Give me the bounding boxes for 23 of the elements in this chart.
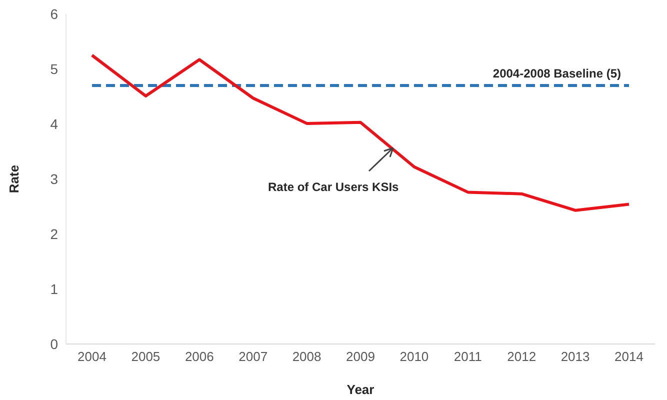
y-axis-title: Rate — [6, 164, 22, 194]
y-tick-label: 0 — [50, 336, 58, 352]
x-tick-label: 2013 — [560, 349, 590, 364]
x-tick-label: 2006 — [184, 349, 214, 364]
x-tick-label: 2009 — [346, 349, 375, 364]
x-tick-label: 2004 — [78, 349, 106, 364]
y-tick-label: 6 — [50, 6, 58, 22]
x-tick-label: 2011 — [454, 349, 482, 364]
x-tick-label: 2008 — [292, 349, 322, 364]
y-tick-label: 3 — [50, 170, 58, 187]
x-tick-label: 2014 — [614, 349, 644, 364]
line-series — [90, 54, 630, 212]
y-tick-label: 4 — [50, 116, 58, 132]
ref-line-label: 2004-2008 Baseline (5) — [492, 66, 621, 80]
x-tick-label: 2012 — [507, 349, 536, 364]
x-axis-title: Year — [346, 382, 374, 397]
y-tick-label: 1 — [50, 280, 58, 297]
x-tick-label: 2010 — [400, 349, 429, 364]
annotation: Rate of Car Users KSIs — [268, 180, 399, 194]
x-tick-label: 2007 — [238, 349, 268, 364]
y-tick-label: 5 — [50, 60, 58, 77]
x-tick-label: 2005 — [131, 349, 160, 364]
y-tick-label: 2 — [50, 226, 58, 242]
